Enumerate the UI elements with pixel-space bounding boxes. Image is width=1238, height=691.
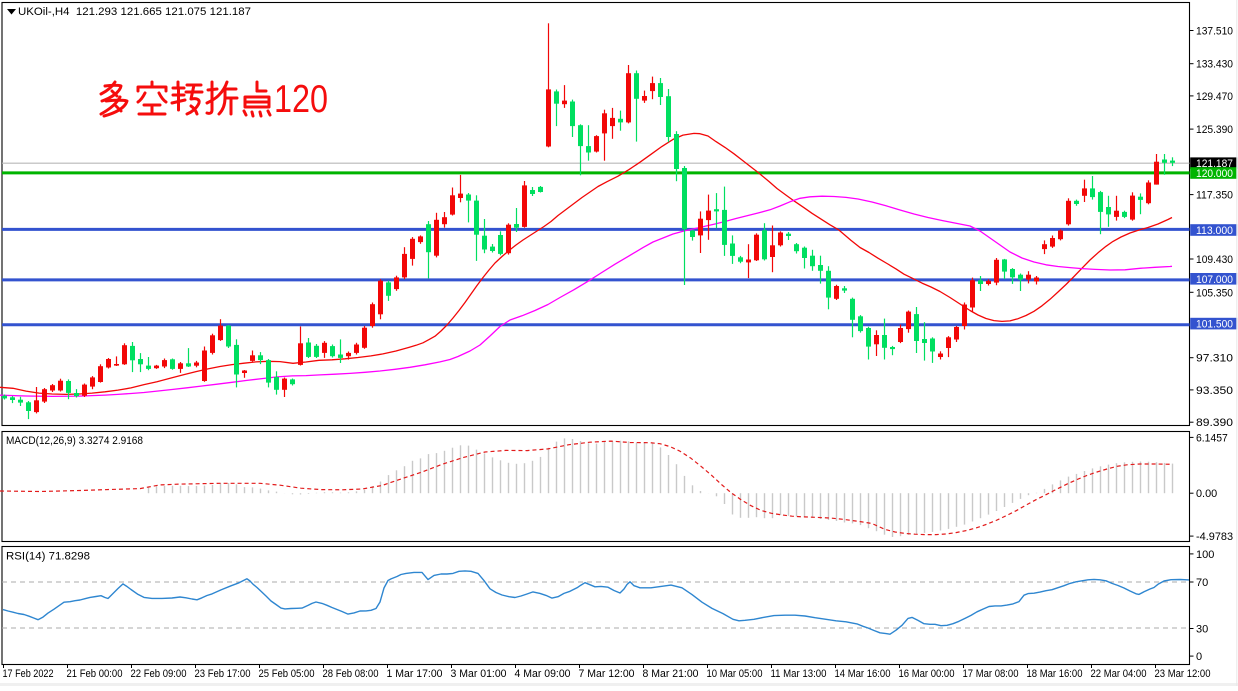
svg-text:17 Mar 08:00: 17 Mar 08:00	[963, 668, 1019, 680]
svg-text:8 Mar 21:00: 8 Mar 21:00	[643, 668, 699, 680]
svg-text:117.350: 117.350	[1196, 190, 1233, 202]
svg-text:109.430: 109.430	[1196, 254, 1233, 266]
svg-text:70: 70	[1196, 577, 1208, 589]
svg-text:6.1457: 6.1457	[1196, 432, 1228, 444]
svg-text:93.350: 93.350	[1196, 385, 1233, 397]
svg-text:4 Mar 09:00: 4 Mar 09:00	[515, 668, 571, 680]
svg-text:11 Mar 13:00: 11 Mar 13:00	[771, 668, 827, 680]
svg-text:113.000: 113.000	[1196, 225, 1233, 237]
svg-text:101.500: 101.500	[1196, 319, 1233, 331]
svg-text:-4.9783: -4.9783	[1196, 531, 1233, 543]
svg-text:MACD(12,26,9) 3.3274 2.9168: MACD(12,26,9) 3.3274 2.9168	[6, 435, 143, 447]
svg-text:137.510: 137.510	[1196, 25, 1233, 37]
svg-text:21 Feb 00:00: 21 Feb 00:00	[67, 668, 123, 680]
svg-text:30: 30	[1196, 624, 1208, 636]
svg-text:3 Mar 01:00: 3 Mar 01:00	[451, 668, 507, 680]
svg-text:120.000: 120.000	[1196, 168, 1233, 180]
svg-text:120: 120	[274, 78, 328, 121]
svg-text:28 Feb 08:00: 28 Feb 08:00	[323, 668, 379, 680]
svg-text:UKOil-,H4 121.293 121.665 121: UKOil-,H4 121.293 121.665 121.075 121.18…	[18, 6, 251, 18]
svg-text:1 Mar 17:00: 1 Mar 17:00	[387, 668, 443, 680]
svg-text:10 Mar 05:00: 10 Mar 05:00	[707, 668, 763, 680]
svg-text:16 Mar 00:00: 16 Mar 00:00	[899, 668, 955, 680]
svg-text:7 Mar 12:00: 7 Mar 12:00	[579, 668, 635, 680]
svg-text:23 Mar 12:00: 23 Mar 12:00	[1155, 668, 1211, 680]
svg-text:22 Mar 04:00: 22 Mar 04:00	[1091, 668, 1147, 680]
svg-text:97.310: 97.310	[1196, 353, 1233, 365]
svg-text:0.00: 0.00	[1196, 488, 1217, 500]
svg-text:22 Feb 09:00: 22 Feb 09:00	[131, 668, 187, 680]
svg-text:0: 0	[1196, 651, 1202, 663]
svg-text:125.390: 125.390	[1196, 124, 1233, 136]
svg-text:129.470: 129.470	[1196, 91, 1233, 103]
svg-text:133.430: 133.430	[1196, 59, 1233, 71]
svg-text:23 Feb 17:00: 23 Feb 17:00	[195, 668, 251, 680]
svg-text:25 Feb 05:00: 25 Feb 05:00	[259, 668, 315, 680]
svg-text:18 Mar 16:00: 18 Mar 16:00	[1027, 668, 1083, 680]
svg-text:14 Mar 16:00: 14 Mar 16:00	[835, 668, 891, 680]
svg-text:105.350: 105.350	[1196, 287, 1233, 299]
svg-text:89.390: 89.390	[1196, 417, 1233, 429]
svg-text:17 Feb 2022: 17 Feb 2022	[3, 668, 54, 680]
svg-text:107.000: 107.000	[1196, 274, 1233, 286]
svg-text:RSI(14) 71.8298: RSI(14) 71.8298	[6, 551, 90, 563]
svg-text:100: 100	[1196, 549, 1214, 561]
